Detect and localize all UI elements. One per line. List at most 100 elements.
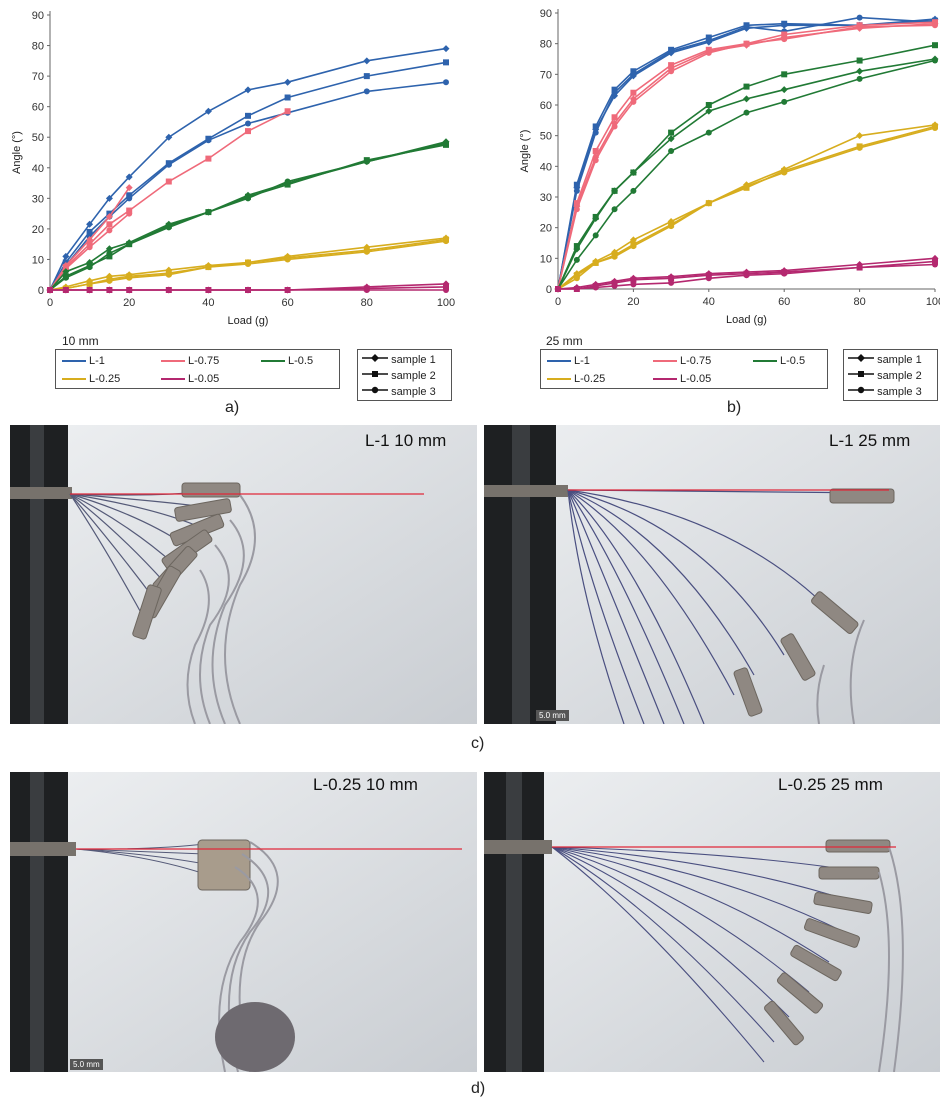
data-point [443, 287, 449, 293]
panel-label-d: d) [471, 1080, 486, 1097]
photo-d-left-title: L-0.25 10 mm [313, 775, 418, 794]
data-point [106, 250, 113, 257]
photo-d-right-title: L-0.25 25 mm [778, 775, 883, 794]
scale-bar: 5.0 mm [536, 710, 569, 721]
data-point [245, 112, 251, 119]
data-point [668, 62, 675, 69]
data-point [932, 125, 938, 131]
legend-label: L-0.5 [780, 355, 806, 367]
x-tick-label: 80 [853, 296, 865, 308]
data-point [165, 224, 172, 231]
data-point [573, 206, 580, 213]
data-point [573, 181, 580, 188]
data-point [611, 253, 618, 260]
x-axis-title: Load (g) [228, 315, 269, 327]
square-marker-icon [362, 371, 388, 377]
data-point [284, 108, 291, 115]
data-point [205, 287, 212, 293]
photo-d-right-image [484, 772, 940, 1072]
data-point [442, 45, 450, 53]
x-axis-title: Load (g) [726, 314, 767, 326]
legend-markers-a: sample 1 sample 2 sample 3 [357, 349, 452, 401]
data-point [781, 270, 788, 277]
data-point [443, 283, 449, 290]
legend-marker-sample-3: sample 3 [848, 385, 922, 398]
data-point [205, 209, 212, 216]
data-point [165, 161, 172, 168]
y-tick-label: 0 [38, 285, 44, 297]
data-point [62, 274, 69, 281]
y-tick-label: 70 [540, 69, 552, 81]
legend-marker-sample-2: sample 2 [362, 369, 436, 382]
data-point [630, 243, 637, 250]
data-point [592, 148, 599, 154]
x-tick-label: 40 [202, 297, 214, 309]
photo-d-left: L-0.25 10 mm 5.0 mm [10, 772, 477, 1072]
chart-b: 0 10 20 30 40 50 60 70 80 90 0 20 40 60 80 100 Load (g) A… [505, 0, 940, 326]
data-point [611, 86, 618, 93]
y-tick-label: 0 [546, 284, 552, 296]
legend-series-b: L-1 L-0.75 L-0.5 L-0.25 L-0.05 [540, 349, 828, 389]
data-point [245, 287, 251, 293]
data-point [86, 244, 93, 251]
data-point [126, 207, 133, 214]
data-point [592, 213, 599, 220]
circle-marker-icon [848, 386, 874, 394]
data-point [668, 48, 675, 55]
data-point [555, 286, 561, 292]
legend-swatch [161, 378, 185, 381]
photo-c-right-title: L-1 25 mm [829, 431, 911, 450]
data-point [363, 73, 370, 80]
y-axis-title: Angle (°) [11, 131, 23, 174]
data-point [244, 86, 252, 94]
data-point [856, 75, 863, 82]
panel-label-b: b) [727, 399, 742, 416]
data-point [573, 256, 580, 263]
legend-item-L-0.25: L-0.25 [62, 372, 120, 386]
data-point [743, 95, 750, 103]
data-point [856, 264, 863, 271]
data-point [705, 129, 712, 136]
data-point [106, 253, 113, 260]
data-point [611, 123, 618, 130]
x-tick-label: 20 [123, 297, 135, 309]
y-tick-label: 30 [32, 193, 44, 205]
data-point [86, 287, 93, 293]
data-point [611, 282, 618, 289]
data-point [126, 274, 133, 281]
data-point [205, 137, 212, 144]
data-point [284, 181, 291, 188]
data-point [668, 148, 675, 154]
legend-label: L-0.05 [680, 373, 712, 385]
legend-swatch [753, 360, 777, 363]
photo-d-left-image [10, 772, 477, 1072]
data-point [126, 241, 133, 248]
data-point [62, 287, 69, 293]
data-point [932, 19, 938, 26]
data-point [443, 79, 449, 86]
data-point [284, 287, 291, 293]
legend-label: sample 1 [391, 354, 436, 366]
data-point [781, 71, 788, 78]
y-tick-label: 10 [540, 253, 552, 265]
legend-item-L-0.05: L-0.05 [653, 372, 711, 386]
legend-swatch [653, 360, 677, 363]
data-point [86, 264, 93, 271]
legend-item-L-0.05: L-0.05 [161, 372, 219, 386]
legend-item-L-0.5: L-0.5 [753, 354, 805, 368]
data-point [743, 40, 750, 47]
x-tick-label: 20 [627, 296, 639, 308]
legend-marker-sample-1: sample 1 [362, 353, 436, 366]
legend-label: L-0.75 [680, 355, 712, 367]
data-point [245, 128, 251, 135]
legend-label: L-0.75 [188, 355, 220, 367]
chart-a-note: 10 mm [62, 334, 99, 348]
data-point [611, 279, 618, 286]
chart-a: 0 10 20 30 40 50 60 70 80 90 0 20 40 60 80 100 Load (g) A… [0, 0, 470, 327]
data-point [363, 57, 371, 65]
data-point [284, 94, 291, 101]
x-tick-label: 40 [703, 296, 715, 308]
data-point [284, 256, 291, 263]
data-point [62, 252, 70, 260]
data-point [592, 157, 599, 164]
